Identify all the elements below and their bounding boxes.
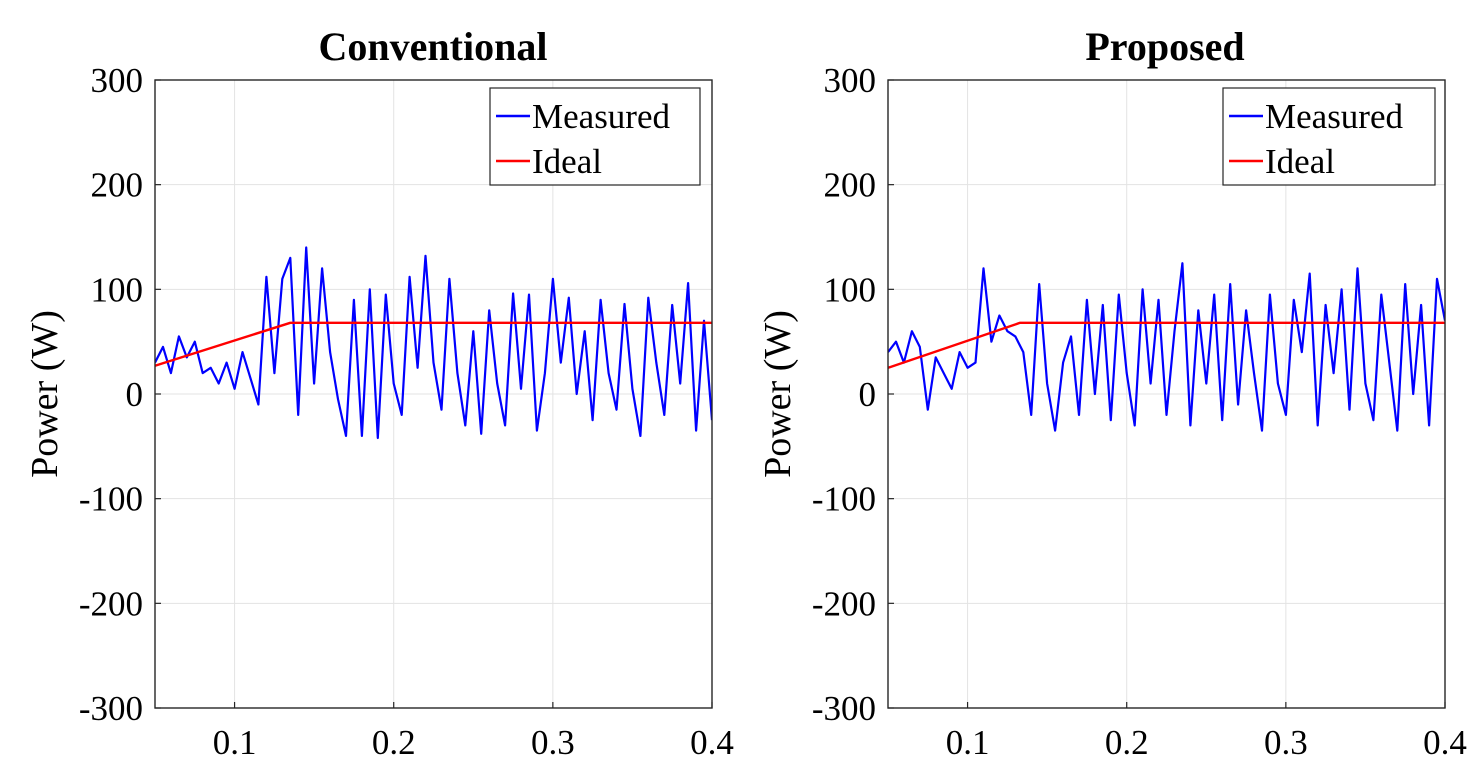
y-tick-label: -200: [812, 584, 876, 623]
chart-panel-2: 0.1 0.2 0.3 0.4 300 200 100 0 -100 -200 -300 Propos…: [757, 24, 1467, 762]
y-tick-label: -100: [812, 480, 876, 519]
legend: Measured Ideal: [489, 87, 701, 186]
x-tick-label: 0.3: [531, 723, 575, 762]
y-tick-label: 200: [91, 166, 144, 205]
legend-label-measured: Measured: [532, 97, 671, 136]
y-tick-label: 300: [91, 61, 144, 100]
axes-frame: [154, 79, 713, 709]
series-group: [155, 246, 712, 440]
series-line-measured: [155, 246, 712, 440]
legend-label-measured: Measured: [1265, 97, 1404, 136]
chart-title: Proposed: [1085, 24, 1244, 69]
y-tick-label: -300: [812, 689, 876, 728]
series-line-ideal: [888, 321, 1445, 369]
x-tick-label: 0.4: [1423, 723, 1467, 762]
legend-label-ideal: Ideal: [1265, 142, 1335, 181]
y-tick-label: 100: [824, 270, 877, 309]
y-tick-label: -300: [79, 689, 143, 728]
y-tick-label: -100: [79, 480, 143, 519]
legend-box: [489, 87, 701, 186]
x-tick-label: 0.4: [690, 723, 734, 762]
x-tick-label: 0.3: [1264, 723, 1308, 762]
series-line-ideal: [155, 321, 712, 367]
y-tick-label: 0: [126, 375, 144, 414]
y-axis-label: Power (W): [24, 310, 66, 478]
series-group: [888, 262, 1445, 432]
y-axis-label: Power (W): [757, 310, 799, 478]
x-tick-label: 0.2: [1105, 723, 1149, 762]
axes-frame: [887, 79, 1446, 709]
x-tick-label: 0.2: [372, 723, 416, 762]
legend: Measured Ideal: [1222, 87, 1436, 186]
y-tick-label: 300: [824, 61, 877, 100]
y-tick-label: 200: [824, 166, 877, 205]
x-tick-label: 0.1: [213, 723, 257, 762]
chart-panel-1: 0.1 0.2 0.3 0.4 300 200 100 0 -100 -200 -300 Conven…: [24, 24, 734, 762]
chart-title: Conventional: [319, 24, 548, 69]
legend-label-ideal: Ideal: [532, 142, 602, 181]
x-tick-label: 0.1: [946, 723, 990, 762]
series-line-measured: [888, 262, 1445, 432]
y-tick-label: 0: [859, 375, 877, 414]
y-tick-label: 100: [91, 270, 144, 309]
legend-box: [1222, 87, 1436, 186]
y-tick-label: -200: [79, 584, 143, 623]
